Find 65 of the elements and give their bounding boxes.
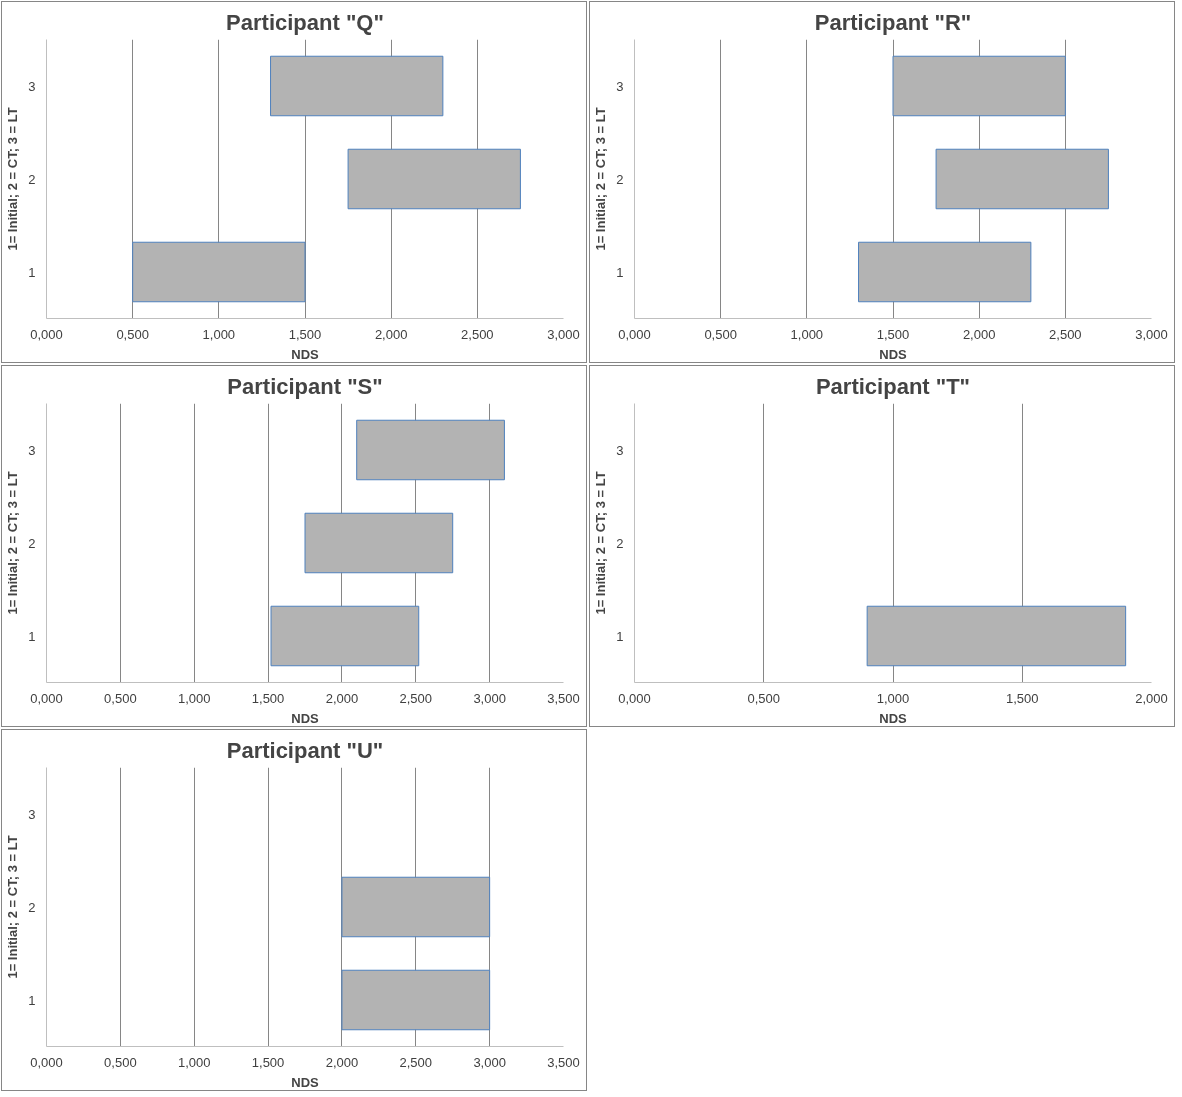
- x-axis-title: NDS: [291, 710, 320, 726]
- x-tick-label: 2,500: [399, 1054, 433, 1070]
- y-tick-label: 1: [616, 628, 624, 644]
- x-tick-label: 2,500: [461, 326, 494, 342]
- y-tick-label: 1: [28, 992, 36, 1008]
- x-tick-label: 0,000: [30, 326, 63, 342]
- y-tick-label: 3: [616, 78, 624, 94]
- x-axis-title: NDS: [291, 346, 320, 362]
- y-axis-title: 1= Initial; 2 = CT; 3 = LT: [593, 107, 609, 251]
- x-tick-label: 1,000: [876, 690, 910, 706]
- y-axis-title: 1= Initial; 2 = CT; 3 = LT: [5, 835, 21, 979]
- x-tick-label: 0,500: [116, 326, 149, 342]
- chart-title: Participant "Q": [226, 9, 384, 35]
- chart-title: Participant "T": [815, 373, 971, 399]
- x-tick-label: 2,000: [325, 690, 359, 706]
- chart-title: Participant "S": [227, 373, 383, 399]
- y-tick-label: 2: [28, 899, 36, 915]
- x-tick-label: 0,500: [704, 326, 737, 342]
- x-tick-label: 3,000: [547, 326, 580, 342]
- x-tick-label: 2,500: [399, 690, 433, 706]
- x-tick-label: 2,000: [325, 1054, 359, 1070]
- x-tick-label: 1,000: [177, 690, 211, 706]
- y-tick-label: 2: [616, 171, 624, 187]
- y-tick-label: 1: [28, 264, 36, 280]
- x-tick-label: 1,000: [202, 326, 236, 342]
- y-tick-label: 1: [28, 628, 36, 644]
- x-tick-label: 1,500: [876, 326, 910, 342]
- y-tick-label: 3: [616, 442, 624, 458]
- x-tick-label: 1,500: [251, 1054, 285, 1070]
- x-tick-label: 3,500: [547, 690, 580, 706]
- x-tick-label: 0,000: [30, 690, 63, 706]
- x-axis-title: NDS: [879, 346, 908, 362]
- y-tick-label: 1: [616, 264, 624, 280]
- x-tick-label: 0,500: [747, 690, 781, 706]
- y-tick-label: 2: [616, 535, 624, 551]
- chart-title: Participant "U": [226, 737, 384, 763]
- x-tick-label: 1,000: [790, 326, 824, 342]
- x-tick-label: 3,500: [547, 1054, 580, 1070]
- chart-title: Participant "R": [814, 9, 972, 35]
- x-axis-title: NDS: [291, 1074, 320, 1090]
- x-tick-label: 1,000: [177, 1054, 211, 1070]
- y-tick-label: 3: [28, 442, 36, 458]
- x-tick-label: 0,000: [30, 1054, 63, 1070]
- x-tick-label: 1,500: [1005, 690, 1039, 706]
- x-tick-label: 2,000: [962, 326, 996, 342]
- x-tick-label: 1,500: [288, 326, 322, 342]
- y-axis-title: 1= Initial; 2 = CT; 3 = LT: [5, 107, 21, 251]
- x-tick-label: 0,500: [104, 690, 137, 706]
- x-tick-label: 2,000: [1135, 690, 1168, 706]
- x-axis-title: NDS: [879, 710, 908, 726]
- x-tick-label: 3,000: [1135, 326, 1168, 342]
- x-tick-label: 2,500: [1049, 326, 1082, 342]
- x-tick-label: 0,000: [618, 326, 651, 342]
- y-tick-label: 2: [28, 171, 36, 187]
- x-tick-label: 3,000: [473, 1054, 506, 1070]
- y-tick-label: 2: [28, 535, 36, 551]
- x-tick-label: 2,000: [374, 326, 408, 342]
- y-tick-label: 3: [28, 806, 36, 822]
- x-tick-label: 3,000: [473, 690, 506, 706]
- y-axis-title: 1= Initial; 2 = CT; 3 = LT: [5, 471, 21, 615]
- x-tick-label: 0,000: [618, 690, 651, 706]
- y-tick-label: 3: [28, 78, 36, 94]
- x-tick-label: 1,500: [251, 690, 285, 706]
- x-tick-label: 0,500: [104, 1054, 137, 1070]
- y-axis-title: 1= Initial; 2 = CT; 3 = LT: [593, 471, 609, 615]
